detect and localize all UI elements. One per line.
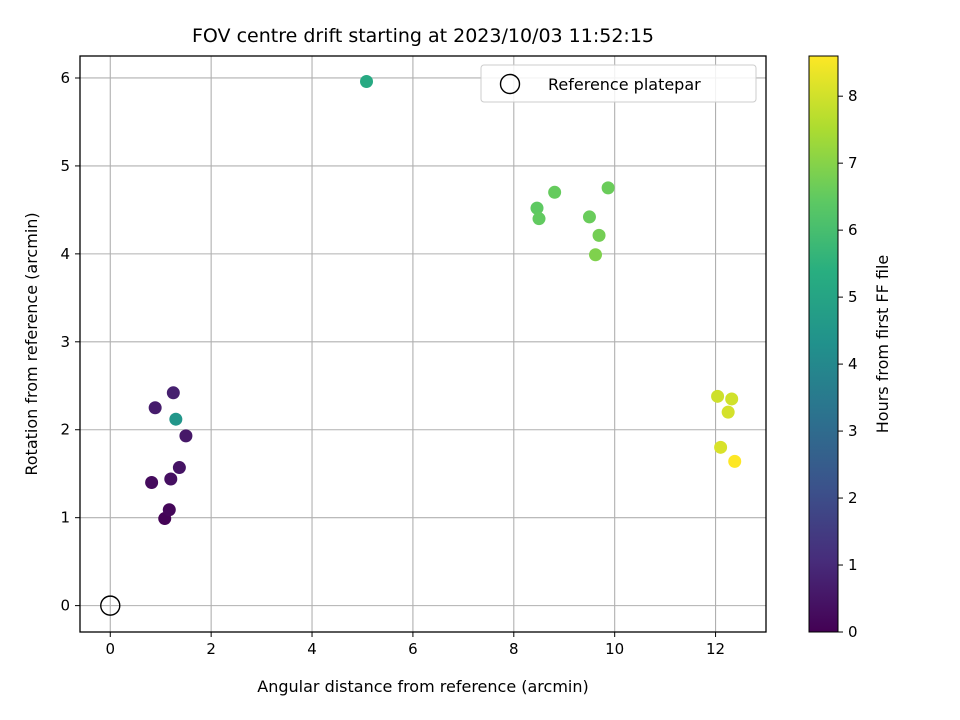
reference-platepar-marker xyxy=(100,595,121,616)
data-point xyxy=(714,440,728,454)
y-tick-label: 4 xyxy=(60,245,70,263)
x-axis-label: Angular distance from reference (arcmin) xyxy=(257,677,588,696)
y-tick-label: 1 xyxy=(60,509,70,527)
legend-box xyxy=(480,64,757,103)
colorbar-tick-label: 0 xyxy=(848,623,858,641)
data-point xyxy=(601,181,615,195)
data-point xyxy=(711,389,725,403)
data-points xyxy=(145,75,742,526)
data-point xyxy=(162,503,176,517)
data-point xyxy=(592,228,606,242)
legend-label: Reference platepar xyxy=(548,75,701,94)
legend: Reference platepar xyxy=(480,64,757,103)
data-point xyxy=(172,461,186,475)
data-point xyxy=(725,392,739,406)
x-tick-label: 8 xyxy=(509,640,519,658)
colorbar-tick-label: 6 xyxy=(848,221,858,239)
colorbar-gradient xyxy=(808,55,839,633)
y-tick-label: 0 xyxy=(60,597,70,615)
x-axis-ticks: 0 2 4 6 8 10 12 xyxy=(105,632,725,658)
data-point xyxy=(148,401,162,415)
data-point xyxy=(582,210,596,224)
data-point xyxy=(169,412,183,426)
x-tick-label: 0 xyxy=(105,640,115,658)
data-point xyxy=(179,429,193,443)
data-point xyxy=(589,248,603,262)
x-tick-label: 2 xyxy=(206,640,216,658)
colorbar-tick-label: 1 xyxy=(848,556,858,574)
colorbar-tick-label: 7 xyxy=(848,154,858,172)
x-tick-label: 6 xyxy=(408,640,418,658)
colorbar-tick-label: 3 xyxy=(848,422,858,440)
colorbar-tick-label: 4 xyxy=(848,355,858,373)
colorbar-ticks: 0 1 2 3 4 5 6 7 8 xyxy=(838,87,858,641)
data-point xyxy=(532,212,546,226)
colorbar-tick-label: 8 xyxy=(848,87,858,105)
data-point xyxy=(360,75,374,89)
data-point xyxy=(548,185,562,199)
grid-lines xyxy=(80,56,766,632)
y-tick-label: 6 xyxy=(60,69,70,87)
data-point xyxy=(164,472,178,486)
legend-marker xyxy=(499,73,521,95)
data-point xyxy=(145,476,159,490)
x-tick-label: 4 xyxy=(307,640,317,658)
chart-title: FOV centre drift starting at 2023/10/03 … xyxy=(192,25,654,47)
data-point xyxy=(721,405,735,419)
y-tick-label: 3 xyxy=(60,333,70,351)
y-tick-label: 2 xyxy=(60,421,70,439)
y-axis-label: Rotation from reference (arcmin) xyxy=(22,212,41,475)
data-point xyxy=(166,386,180,400)
y-axis-ticks: 0 1 2 3 4 5 6 xyxy=(60,69,80,615)
reference-marker xyxy=(100,595,121,616)
data-point xyxy=(728,454,742,468)
y-tick-label: 5 xyxy=(60,157,70,175)
colorbar: 0 1 2 3 4 5 6 7 8 Hours from first FF file xyxy=(808,55,892,641)
data-point xyxy=(530,201,544,215)
x-tick-label: 12 xyxy=(706,640,725,658)
x-tick-label: 10 xyxy=(605,640,624,658)
plot-area-frame xyxy=(79,55,767,633)
colorbar-tick-label: 2 xyxy=(848,489,858,507)
colorbar-tick-label: 5 xyxy=(848,288,858,306)
colorbar-label: Hours from first FF file xyxy=(873,255,892,434)
